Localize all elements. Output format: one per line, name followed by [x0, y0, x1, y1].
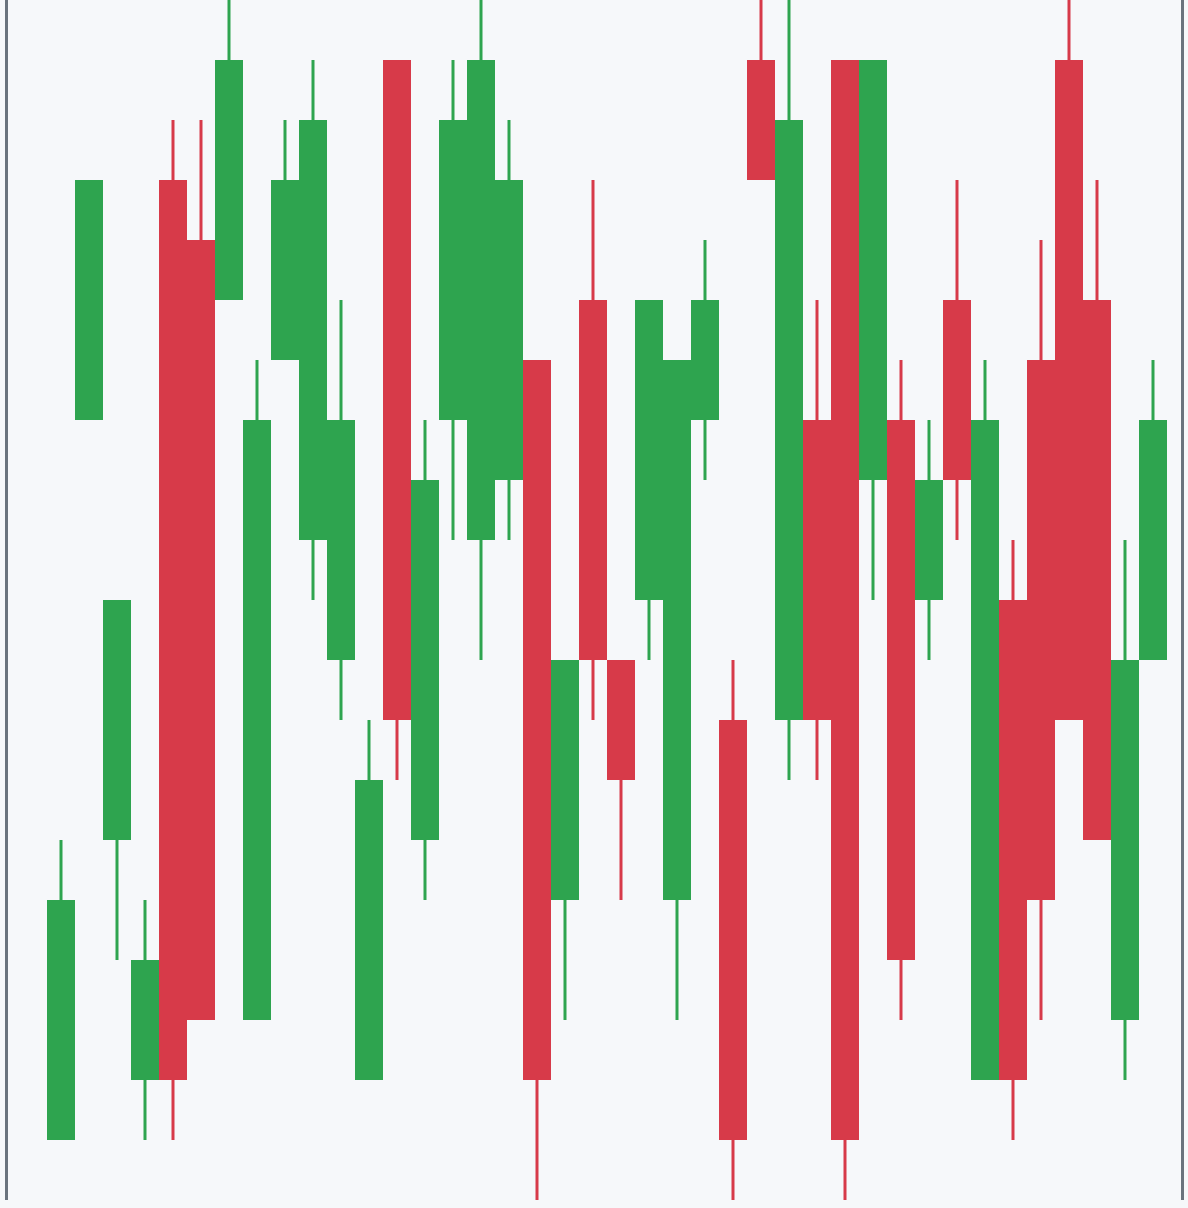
candle-body	[943, 300, 971, 480]
candle-body	[691, 300, 719, 420]
candle-body	[187, 240, 215, 1020]
candle-body	[215, 60, 243, 300]
candle-body	[971, 420, 999, 1080]
candle-body	[1027, 360, 1055, 900]
candle-body	[299, 120, 327, 540]
candle-body	[579, 300, 607, 660]
candle-body	[383, 60, 411, 720]
candle-body	[271, 180, 299, 360]
candle-body	[131, 960, 159, 1080]
candle-body	[467, 60, 495, 540]
candle-body	[719, 720, 747, 1140]
candle-body	[663, 360, 691, 900]
candle-body	[635, 300, 663, 600]
candle-body	[355, 780, 383, 1080]
candle-body	[523, 360, 551, 1080]
candle-body	[887, 420, 915, 960]
candle-body	[243, 420, 271, 1020]
candle-body	[859, 60, 887, 480]
candle-body	[439, 120, 467, 420]
candle-body	[495, 180, 523, 480]
candle-body	[103, 600, 131, 840]
candle-body	[915, 480, 943, 600]
candle-body	[999, 600, 1027, 1080]
candle-body	[159, 180, 187, 1080]
candle-body	[75, 180, 103, 420]
candle-body	[47, 900, 75, 1140]
candles	[47, 0, 1167, 1200]
candle-body	[411, 480, 439, 840]
candle-body	[327, 420, 355, 660]
candle-body	[1055, 60, 1083, 720]
candle-body	[551, 660, 579, 900]
candle-body	[1139, 420, 1167, 660]
candle-body	[747, 60, 775, 180]
candle-body	[803, 420, 831, 720]
candle-body	[607, 660, 635, 780]
candle-body	[831, 60, 859, 1140]
candle-body	[775, 120, 803, 720]
candle-body	[1111, 660, 1139, 1020]
candle-body	[1083, 300, 1111, 840]
